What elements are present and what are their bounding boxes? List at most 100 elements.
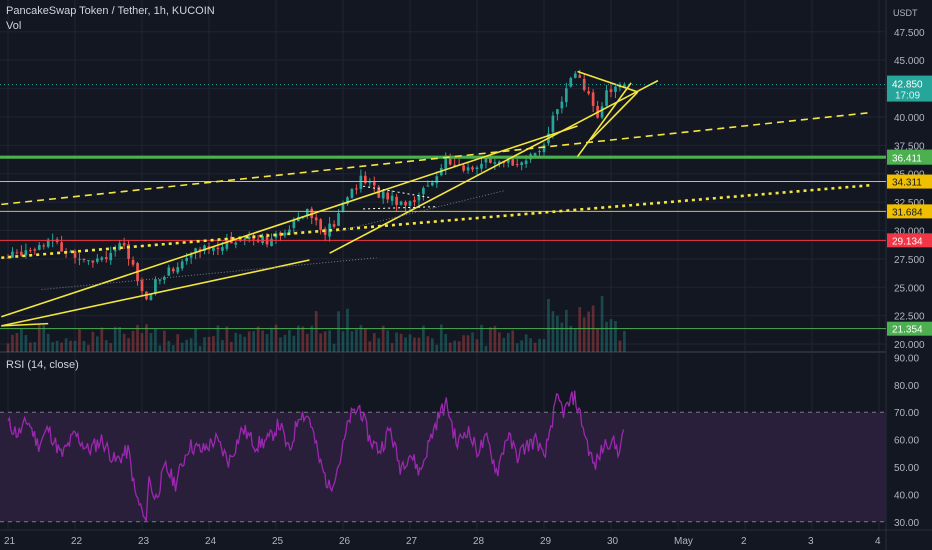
time-tick-label: 23 xyxy=(138,536,150,547)
candle-body xyxy=(564,88,568,103)
volume-bar xyxy=(569,325,573,352)
volume-bar xyxy=(560,322,564,352)
candle-body xyxy=(623,84,626,88)
trendline[interactable] xyxy=(1,125,578,318)
volume-bar xyxy=(234,332,238,352)
volume-bar xyxy=(386,330,390,352)
volume-bar xyxy=(82,341,86,352)
trendline[interactable] xyxy=(1,322,49,327)
candle-body xyxy=(292,220,296,229)
candle-body xyxy=(118,243,122,251)
volume-bar xyxy=(399,333,403,352)
candle-body xyxy=(511,158,515,166)
trendline[interactable] xyxy=(590,91,639,141)
candle-body xyxy=(471,167,474,170)
volume-bar xyxy=(395,332,398,352)
candle-body xyxy=(46,239,50,247)
candle-body xyxy=(167,267,171,276)
candle-body xyxy=(453,164,457,166)
candle-body xyxy=(337,213,340,226)
candle-body xyxy=(212,246,215,251)
volume-bar xyxy=(502,337,506,352)
price-level-tag xyxy=(887,150,932,165)
candle-body xyxy=(238,238,242,242)
trendline[interactable] xyxy=(1,111,873,206)
volume-bar xyxy=(363,328,367,352)
volume-bar xyxy=(176,334,180,352)
candle-body xyxy=(225,238,229,249)
volume-bar xyxy=(158,345,162,352)
volume-bar xyxy=(131,330,135,352)
time-tick-label: 21 xyxy=(4,536,16,547)
volume-bar xyxy=(127,338,130,352)
trendline[interactable] xyxy=(41,257,377,291)
trendline[interactable] xyxy=(363,185,431,199)
candle-body xyxy=(448,156,452,165)
volume-bar xyxy=(582,317,586,352)
price-level-tag xyxy=(887,204,932,219)
volume-bar xyxy=(104,340,108,352)
candle-body xyxy=(149,293,153,301)
candle-body xyxy=(261,236,264,244)
trendline[interactable] xyxy=(577,70,639,93)
volume-bar xyxy=(221,340,224,352)
price-level-label: 36.411 xyxy=(892,154,922,165)
trendline[interactable] xyxy=(329,79,659,254)
volume-bar xyxy=(462,335,465,352)
candle-body xyxy=(506,159,510,163)
volume-bar xyxy=(6,343,10,352)
volume-bar xyxy=(605,321,608,352)
volume-bar xyxy=(203,337,206,352)
volume-bar xyxy=(171,345,175,352)
trendline[interactable] xyxy=(363,206,437,210)
volume-bar xyxy=(136,324,139,352)
candle-body xyxy=(283,232,287,236)
volume-bar xyxy=(489,327,492,352)
volume-bar xyxy=(337,311,340,352)
volume-bar xyxy=(198,345,202,352)
volume-bar xyxy=(167,340,171,352)
candle-body xyxy=(363,175,367,184)
candle-body xyxy=(600,106,604,118)
candle-body xyxy=(189,254,193,258)
volume-bar xyxy=(422,325,425,352)
trendline[interactable] xyxy=(1,183,873,260)
candle-body xyxy=(413,200,416,202)
volume-bar xyxy=(256,326,260,352)
time-tick-label: 24 xyxy=(205,536,217,547)
candle-body xyxy=(91,260,95,263)
candle-body xyxy=(359,175,363,189)
price-tick-label: 47.500 xyxy=(894,28,925,39)
rsi-tick-label: 80.00 xyxy=(894,381,919,392)
rsi-tick-label: 30.00 xyxy=(894,518,919,529)
rsi-tick-label: 60.00 xyxy=(894,436,919,447)
last-price-tag xyxy=(887,75,932,102)
volume-bar xyxy=(149,333,153,352)
candle-body xyxy=(15,252,19,254)
candle-body xyxy=(341,203,345,212)
time-tick-label: 28 xyxy=(473,536,485,547)
rsi-tick-label: 40.00 xyxy=(894,490,919,501)
candle-body xyxy=(475,167,479,170)
volume-bar xyxy=(292,335,296,352)
volume-bar xyxy=(466,335,470,352)
candle-body xyxy=(221,247,224,251)
candle-body xyxy=(466,167,470,171)
candle-body xyxy=(417,195,421,201)
volume-bar xyxy=(296,325,300,352)
candle-body xyxy=(319,219,323,230)
price-tick-label: 27.500 xyxy=(894,255,925,266)
candle-body xyxy=(408,201,412,206)
price-level-label: 21.354 xyxy=(892,325,923,336)
candle-body xyxy=(489,157,492,163)
volume-bar xyxy=(435,344,439,352)
trendline[interactable] xyxy=(576,82,632,158)
volume-bar xyxy=(390,343,394,352)
volume-bar xyxy=(515,343,519,352)
price-tick-label: 20.000 xyxy=(894,340,925,351)
volume-bar xyxy=(100,327,104,352)
trendline[interactable] xyxy=(1,259,310,327)
volume-bar xyxy=(346,308,349,352)
volume-bar xyxy=(341,331,345,352)
